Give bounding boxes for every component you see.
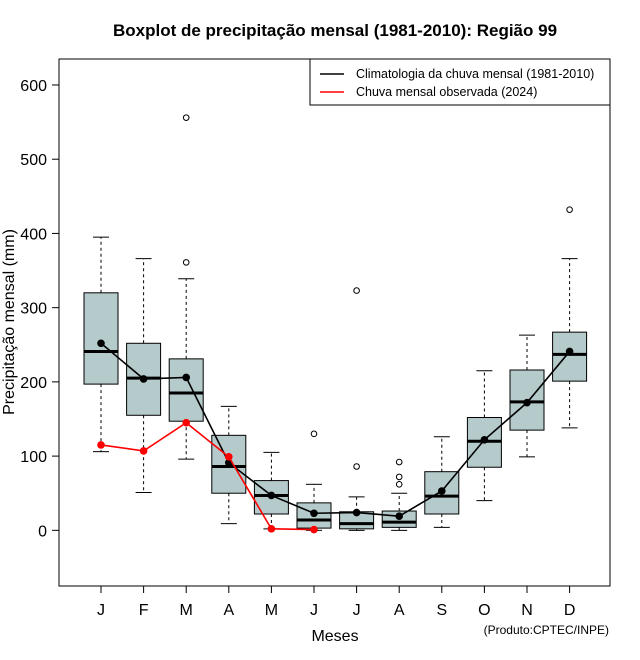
outlier-point bbox=[310, 430, 318, 438]
series-2-point-1 bbox=[97, 441, 105, 449]
outlier-point bbox=[395, 473, 403, 481]
x-axis-title: Meses bbox=[311, 628, 358, 645]
outlier-point bbox=[395, 458, 403, 466]
series-1-point-12 bbox=[565, 347, 574, 356]
series-1-point-8 bbox=[395, 512, 404, 521]
outlier-point bbox=[353, 287, 360, 294]
outlier-point bbox=[395, 481, 403, 488]
legend-observed-label: Chuva mensal observada (2024) bbox=[356, 85, 537, 99]
y-axis-title: Precipitação mensal (mm) bbox=[1, 229, 18, 415]
series-2-point-6 bbox=[310, 525, 318, 534]
series-1-point-3 bbox=[182, 373, 190, 382]
series-1-point-7 bbox=[352, 508, 361, 517]
box-month-11 bbox=[509, 334, 545, 458]
outlier-point bbox=[566, 206, 573, 213]
iqr-box bbox=[83, 292, 119, 385]
x-tick-label-8: A bbox=[394, 602, 405, 619]
x-tick-label-5: M bbox=[265, 602, 278, 619]
x-tick-label-11: N bbox=[521, 602, 533, 619]
x-tick-label-9: S bbox=[436, 602, 447, 619]
series-layer bbox=[97, 339, 574, 534]
legend-box bbox=[309, 58, 611, 106]
y-tick-label-0: 0 bbox=[38, 523, 47, 540]
product-credit: (Produto:CPTEC/INPE) bbox=[484, 623, 609, 637]
legend: Climatologia da chuva mensal (1981-2010)… bbox=[309, 58, 611, 106]
y-tick-label-300: 300 bbox=[20, 301, 47, 318]
series-1-point-9 bbox=[438, 487, 446, 495]
iqr-box bbox=[168, 358, 204, 422]
x-tick-label-4: A bbox=[223, 602, 234, 619]
series-1-point-1 bbox=[97, 339, 105, 348]
box-month-10 bbox=[466, 370, 502, 502]
x-tick-label-6: J bbox=[310, 602, 318, 619]
outlier-point bbox=[182, 114, 190, 121]
y-tick-label-500: 500 bbox=[20, 152, 47, 169]
series-1-point-2 bbox=[139, 375, 148, 383]
series-2-point-5 bbox=[267, 525, 276, 533]
x-tick-label-12: D bbox=[564, 602, 576, 619]
series-2-point-3 bbox=[182, 418, 190, 427]
y-tick-label-200: 200 bbox=[20, 375, 47, 392]
y-tick-label-400: 400 bbox=[20, 226, 47, 243]
iqr-box bbox=[552, 331, 588, 382]
boxes-layer bbox=[83, 114, 588, 531]
series-2-point-4 bbox=[225, 453, 233, 461]
x-tick-label-3: M bbox=[180, 602, 193, 619]
plot-frame bbox=[58, 58, 611, 587]
x-tick-label-2: F bbox=[139, 602, 149, 619]
series-line-2 bbox=[100, 421, 315, 531]
y-tick-label-600: 600 bbox=[20, 78, 47, 95]
x-tick-label-7: J bbox=[353, 602, 361, 619]
y-axis: 0 100 200 300 400 500 600 bbox=[20, 78, 59, 540]
series-1-point-11 bbox=[523, 398, 531, 407]
outlier-point bbox=[182, 259, 190, 266]
box-month-9 bbox=[424, 436, 460, 528]
chart-title: Boxplot de precipitação mensal (1981-201… bbox=[113, 21, 557, 40]
x-tick-label-10: O bbox=[478, 602, 490, 619]
series-1-point-6 bbox=[310, 509, 318, 518]
box-month-5 bbox=[253, 451, 289, 530]
series-1-point-5 bbox=[267, 491, 276, 500]
box-month-12 bbox=[552, 206, 588, 429]
box-month-7 bbox=[339, 287, 375, 531]
box-month-1 bbox=[83, 236, 119, 453]
legend-climatology-label: Climatologia da chuva mensal (1981-2010) bbox=[356, 67, 594, 81]
box-month-3 bbox=[168, 114, 204, 460]
series-1-point-10 bbox=[480, 435, 489, 444]
x-tick-label-1: J bbox=[97, 602, 105, 619]
series-2-point-2 bbox=[139, 447, 148, 455]
y-tick-label-100: 100 bbox=[20, 449, 47, 466]
series-line-1 bbox=[100, 342, 571, 518]
outlier-point bbox=[353, 463, 360, 470]
